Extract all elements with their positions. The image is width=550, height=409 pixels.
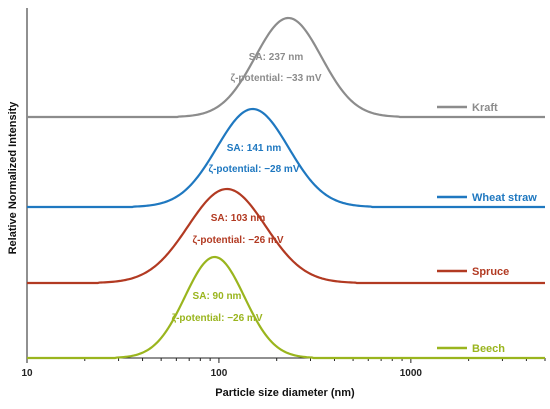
annotation-zeta: ζ-potential: −33 mV	[230, 73, 321, 84]
series-line-beech	[27, 255, 545, 360]
series-line-kraft	[27, 16, 545, 119]
x-tick-label: 1000	[400, 368, 423, 379]
series-layer	[27, 16, 545, 360]
annotation-zeta: ζ-potential: −28 mV	[208, 164, 299, 175]
legend-label: Kraft	[472, 102, 498, 114]
x-tick-label: 100	[211, 368, 228, 379]
x-tick-label: 10	[21, 368, 33, 379]
labels-layer: SA: 237 nm ζ-potential: −33 mV Kraft SA: 14…	[171, 52, 537, 355]
x-axis-title: Particle size diameter (nm)	[215, 387, 355, 399]
legend-label: Wheat straw	[472, 192, 537, 204]
annotation-size: SA: 103 nm	[211, 213, 266, 224]
annotation-size: SA: 141 nm	[227, 143, 282, 154]
annotation-size: SA: 237 nm	[249, 52, 304, 63]
y-axis-title: Relative Normalized Intensity	[7, 101, 19, 255]
axes: 10 100 1000	[21, 8, 546, 379]
legend-label: Beech	[472, 343, 505, 355]
annotation-zeta: ζ-potential: −26 mV	[192, 235, 283, 246]
annotation-zeta: ζ-potential: −26 mV	[171, 313, 262, 324]
annotation-size: SA: 90 nm	[193, 291, 242, 302]
series-line-spruce	[27, 187, 545, 285]
legend-label: Spruce	[472, 266, 509, 278]
series-line-wheat-straw	[27, 107, 545, 209]
